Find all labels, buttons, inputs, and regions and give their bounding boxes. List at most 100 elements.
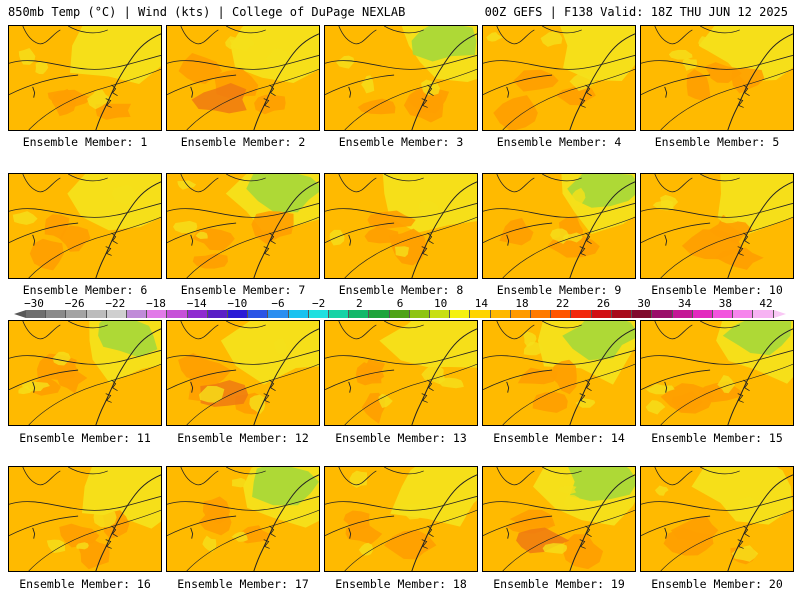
coastline [95,474,161,571]
lake-outline [654,174,693,193]
ensemble-member-label: Ensemble Member: 6 [22,283,148,297]
warm-patch [493,95,538,130]
lake-outline [180,174,219,193]
ensemble-member-label: Ensemble Member: 4 [496,135,622,149]
colorbar-tick-label: −26 [64,297,85,310]
colorbar-segment [106,310,128,318]
ensemble-member-map [8,173,162,279]
ensemble-member-map [8,25,162,131]
contour-line [660,363,793,425]
green-region [252,467,319,506]
boundary-line [641,222,711,244]
cool-blotch [202,535,217,553]
cool-blotch [35,61,49,75]
lake-outline [542,321,582,329]
boundary-line [9,55,161,70]
cool-blotch [569,73,597,92]
coastline [253,33,319,130]
coastline [727,181,793,278]
boundary-line [167,369,237,391]
boundary-line [167,74,237,96]
boundary-line [325,203,477,218]
cool-blotch [111,184,135,202]
temperature-field [325,467,477,571]
temperature-colorbar: −30 −26 −22 −18 −14 −10 −6 −2 2 6 10 14 18 22 26 30 34 38… [14,298,786,320]
coastline [253,474,319,571]
colorbar-segment [611,310,633,318]
ensemble-member-label: Ensemble Member: 9 [496,283,622,297]
river-mark [190,86,194,98]
ensemble-member-label: Ensemble Member: 18 [335,577,467,591]
colorbar-left-arrow [14,310,26,318]
coastline [727,328,793,425]
cool-blotch [76,542,89,550]
cool-blotch [438,377,464,389]
ensemble-member-map [324,25,478,131]
cool-blotch [249,394,266,415]
temperature-field [483,174,635,278]
colorbar-segment [712,310,734,318]
boundary-line [325,222,395,244]
lake-outline [496,26,535,45]
colorbar-segment [167,310,188,318]
colorbar-segment [26,310,47,318]
ensemble-member-label: Ensemble Member: 14 [493,431,625,445]
colorbar-tick-label: −22 [105,297,126,310]
ensemble-member-map [324,173,478,279]
hot-patch [516,527,570,554]
boundary-line [641,203,793,218]
boundary-line [167,496,319,511]
lake-outline [542,467,582,475]
lake-outline [68,321,108,329]
lake-outline [180,467,219,486]
contour-line [344,216,477,278]
cool-blotch [731,545,759,562]
lake-outline [226,174,266,182]
colorbar-segment [591,310,612,318]
boundary-line [641,55,793,70]
river-mark [190,381,194,393]
cool-blotch [698,36,711,51]
bay-outline [105,525,118,549]
colorbar-tick-label: 14 [474,297,488,310]
river-mark [664,381,668,393]
ensemble-member-map [324,320,478,426]
contour-line [344,68,477,130]
ensemble-member-map [8,320,162,426]
boundary-line [641,74,711,96]
coastline [95,33,161,130]
warm-patch [29,238,64,271]
contour-line [344,509,477,571]
cool-blotch [93,510,117,528]
coastline [727,474,793,571]
colorbar-segment [409,310,431,318]
cool-blotch [645,383,675,395]
hot-patch [191,83,247,114]
boundary-line [9,203,161,218]
temperature-field [167,467,319,571]
contour-line [502,216,635,278]
lake-outline [542,174,582,182]
temperature-field [641,467,793,571]
bay-outline [263,379,276,403]
colorbar-segment [86,310,107,318]
boundary-line [9,369,79,391]
colorbar-segment [187,310,208,318]
boundary-line [325,496,477,511]
boundary-line [483,222,553,244]
bay-outline [579,525,592,549]
cool-blotch [361,75,375,94]
colorbar-segment [733,310,754,318]
lake-outline [68,467,108,475]
warm-patch [383,529,437,560]
coastline [727,33,793,130]
coastline [569,33,635,130]
warm-patch [198,506,232,536]
coastline [253,328,319,425]
boundary-line [325,369,395,391]
boundary-line [9,515,79,537]
temperature-field [641,174,793,278]
colorbar-segment [329,310,350,318]
colorbar-tick-label: 38 [718,297,732,310]
